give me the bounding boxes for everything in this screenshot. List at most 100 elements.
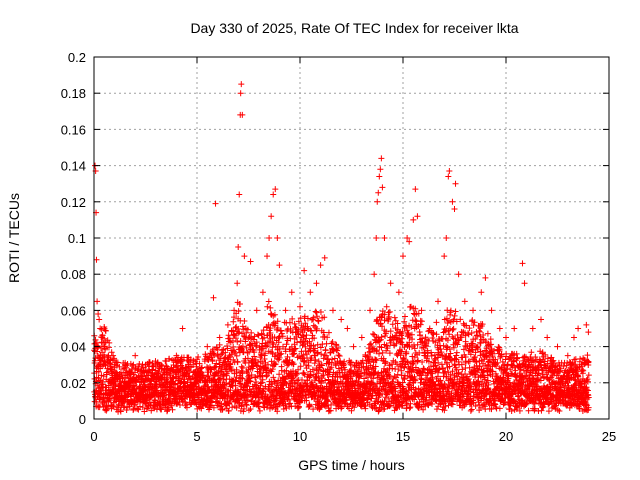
data-point [267,325,274,332]
data-point [197,368,204,375]
data-point [186,368,193,375]
data-point [223,362,230,369]
data-point [224,345,231,352]
data-point [265,322,272,329]
data-point [219,406,226,413]
data-point [243,344,250,351]
data-point [269,344,276,351]
data-point [246,375,253,382]
x-tick-label: 0 [90,429,97,444]
data-point [217,368,224,375]
y-tick-label: 0.1 [68,231,86,246]
data-point [240,333,247,340]
x-tick-label: 20 [499,429,513,444]
data-point [176,375,183,382]
data-point [163,378,170,385]
data-point [104,403,111,410]
data-point [225,332,232,339]
data-point [182,399,189,406]
data-point [226,335,233,342]
y-tick-label: 0.06 [61,303,86,318]
data-point [233,352,240,359]
data-point [222,349,229,356]
data-point [253,362,260,369]
data-point [99,378,106,385]
data-point [221,355,228,362]
data-point [230,344,237,350]
data-point [247,406,254,413]
y-tick-label: 0.18 [61,86,86,101]
data-point [255,400,262,407]
data-point [250,336,257,343]
data-point [127,371,134,378]
data-point [258,379,265,386]
data-point [229,337,236,344]
data-point [231,390,238,397]
data-point [235,308,242,315]
data-point [112,381,119,388]
data-point [95,368,102,375]
data-point [97,387,104,394]
data-point [248,398,255,405]
data-point [173,400,180,407]
data-point [243,401,250,408]
data-point [236,329,243,336]
data-point [168,402,175,409]
data-point [134,367,141,374]
chart-title: Day 330 of 2025, Rate Of TEC Index for r… [190,20,518,36]
data-point [248,371,255,378]
data-point [229,351,236,358]
data-point [260,327,267,334]
data-point [141,408,148,415]
data-point [218,400,225,407]
data-point [190,386,197,393]
data-point [219,350,226,357]
data-point [148,393,155,400]
data-point [158,406,165,413]
data-point [242,336,249,343]
data-point [243,402,250,409]
data-point [264,366,271,373]
x-tick-label: 5 [193,429,200,444]
data-point [220,346,227,353]
data-point [256,373,263,380]
data-point [104,365,111,372]
data-point [260,345,267,352]
data-point [244,397,251,404]
data-point [205,372,212,379]
data-point [255,332,262,339]
y-tick-label: 0.02 [61,376,86,391]
data-point [261,334,268,341]
data-point [233,374,240,381]
data-point [239,364,246,371]
data-point [238,374,245,381]
data-point [239,343,246,350]
data-point [243,394,250,401]
y-axis-title: ROTI / TECUs [6,193,22,283]
data-point [106,397,113,404]
y-tick-label: 0.08 [61,267,86,282]
data-point [235,325,242,332]
data-point [237,380,244,387]
data-point [117,408,124,415]
data-point [251,349,258,356]
data-point [116,363,123,370]
data-point [262,350,269,357]
data-point [130,382,137,389]
data-point [209,356,216,363]
data-point [209,346,216,353]
data-point [124,404,131,411]
data-point [183,404,190,411]
data-point [265,298,272,305]
data-point [200,372,207,379]
data-point [149,366,156,373]
data-point [264,361,271,368]
data-point [259,335,266,342]
data-point [241,317,248,324]
data-point [244,326,251,333]
data-point [130,361,137,368]
data-point [107,363,114,370]
data-point [236,301,243,308]
data-point [255,359,262,366]
data-point [111,355,118,362]
